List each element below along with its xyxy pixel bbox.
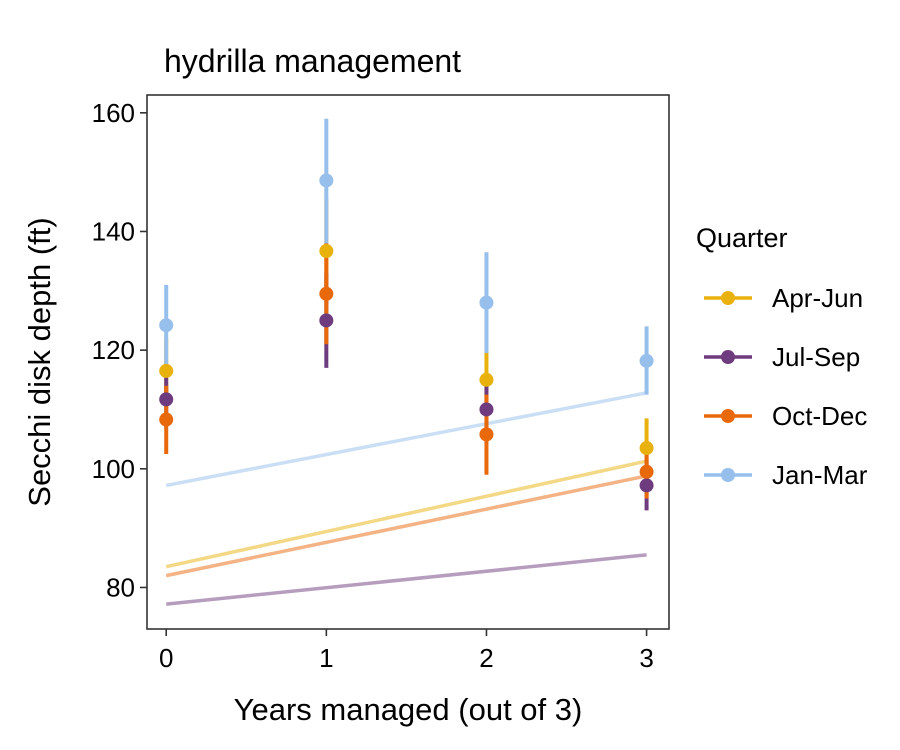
legend-item-apr-jun: Apr-Jun xyxy=(704,283,863,313)
fit-line-jan-mar xyxy=(165,391,647,488)
error-bars xyxy=(164,118,649,511)
point-jan-mar-x2 xyxy=(479,295,494,310)
legend: Quarter Apr-Jun Jul-Sep Oct-Dec Jan-Mar xyxy=(696,223,868,490)
point-oct-dec-x0 xyxy=(159,412,174,427)
fit-line-oct-dec xyxy=(165,474,647,578)
legend-item-oct-dec: Oct-Dec xyxy=(704,401,867,431)
point-apr-jun-x1 xyxy=(319,244,334,259)
legend-key-point xyxy=(721,409,735,423)
x-axis: 0 1 2 3 xyxy=(159,629,654,673)
point-oct-dec-x1 xyxy=(319,286,334,301)
y-tick-label: 140 xyxy=(92,216,135,246)
point-jul-sep-x1 xyxy=(319,313,334,328)
x-tick-label: 1 xyxy=(319,643,333,673)
x-axis-label: Years managed (out of 3) xyxy=(234,692,583,727)
point-jul-sep-x3 xyxy=(639,478,654,493)
legend-key-point xyxy=(721,350,735,364)
legend-label: Jan-Mar xyxy=(772,460,868,490)
data-points xyxy=(159,173,654,493)
legend-key-point xyxy=(721,291,735,305)
y-tick-label: 160 xyxy=(92,98,135,128)
legend-item-jul-sep: Jul-Sep xyxy=(704,342,860,372)
fit-line-apr-jun xyxy=(165,459,647,569)
point-jul-sep-x2 xyxy=(479,402,494,417)
point-apr-jun-x2 xyxy=(479,372,494,387)
legend-label: Oct-Dec xyxy=(772,401,867,431)
y-tick-label: 80 xyxy=(106,572,135,602)
point-oct-dec-x2 xyxy=(479,427,494,442)
point-jan-mar-x0 xyxy=(159,318,174,333)
fit-lines xyxy=(165,391,647,606)
legend-label: Jul-Sep xyxy=(772,342,860,372)
point-apr-jun-x0 xyxy=(159,363,174,378)
point-jan-mar-x1 xyxy=(319,173,334,188)
point-jan-mar-x3 xyxy=(639,353,654,368)
y-axis: 80 100 120 140 160 xyxy=(92,98,147,602)
legend-label: Apr-Jun xyxy=(772,283,863,313)
legend-item-jan-mar: Jan-Mar xyxy=(704,460,868,490)
x-tick-label: 3 xyxy=(639,643,653,673)
y-tick-label: 100 xyxy=(92,454,135,484)
fit-line-jul-sep xyxy=(166,553,647,606)
x-tick-label: 2 xyxy=(479,643,493,673)
plot-panel xyxy=(146,94,670,630)
legend-key-point xyxy=(721,468,735,482)
y-tick-label: 120 xyxy=(92,335,135,365)
legend-title: Quarter xyxy=(696,223,788,253)
chart-title: hydrilla management xyxy=(164,43,461,79)
point-oct-dec-x3 xyxy=(639,464,654,479)
point-jul-sep-x0 xyxy=(159,392,174,407)
point-apr-jun-x3 xyxy=(639,441,654,456)
y-axis-label: Secchi disk depth (ft) xyxy=(22,217,57,506)
x-tick-label: 0 xyxy=(159,643,173,673)
